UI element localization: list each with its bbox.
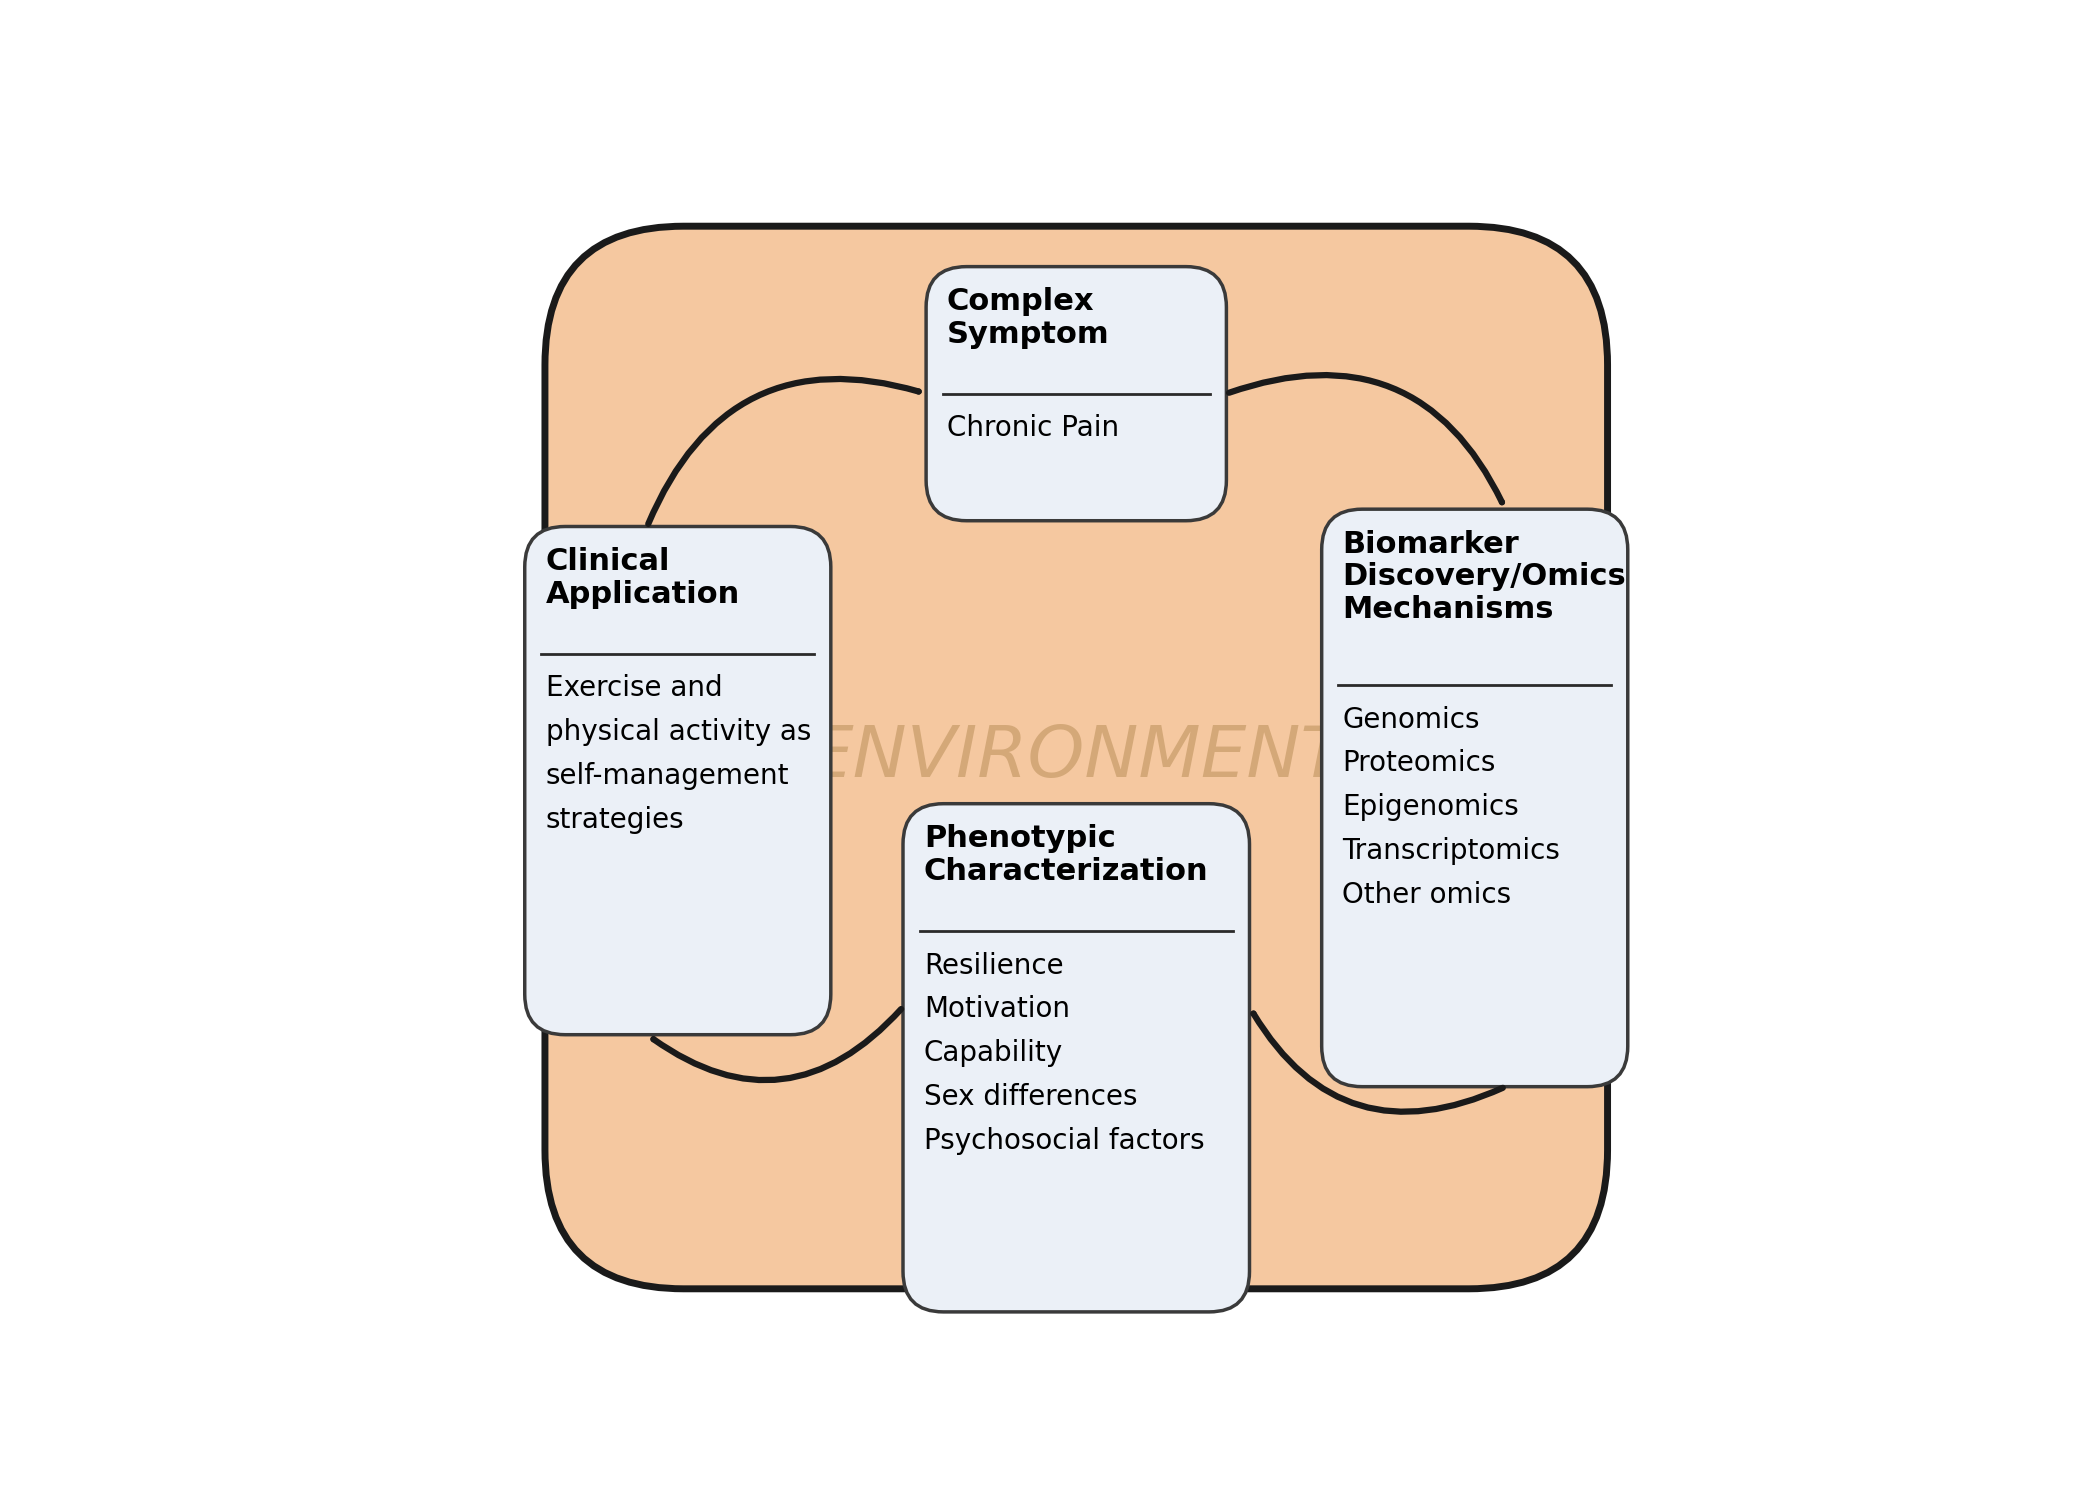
Text: strategies: strategies (546, 806, 685, 834)
Text: Proteomics: Proteomics (1342, 750, 1495, 777)
FancyBboxPatch shape (926, 267, 1226, 520)
Text: Complex
Symptom: Complex Symptom (947, 288, 1109, 350)
Text: Clinical
Application: Clinical Application (546, 548, 739, 609)
Text: Exercise and: Exercise and (546, 675, 722, 702)
Text: Epigenomics: Epigenomics (1342, 794, 1518, 822)
Text: Other omics: Other omics (1342, 880, 1512, 909)
Text: Capability: Capability (924, 1040, 1063, 1068)
Text: self-management: self-management (546, 762, 790, 790)
FancyBboxPatch shape (1321, 509, 1628, 1086)
FancyArrowPatch shape (649, 380, 918, 524)
Text: Transcriptomics: Transcriptomics (1342, 837, 1560, 866)
FancyArrowPatch shape (1254, 1014, 1504, 1112)
FancyArrowPatch shape (1228, 375, 1502, 502)
FancyBboxPatch shape (546, 226, 1609, 1288)
Text: Psychosocial factors: Psychosocial factors (924, 1126, 1205, 1155)
Text: Genomics: Genomics (1342, 705, 1480, 734)
Text: Chronic Pain: Chronic Pain (947, 414, 1119, 442)
Text: Biomarker
Discovery/Omics
Mechanisms: Biomarker Discovery/Omics Mechanisms (1342, 530, 1625, 624)
Text: physical activity as: physical activity as (546, 718, 811, 746)
FancyBboxPatch shape (525, 526, 832, 1035)
Text: Motivation: Motivation (924, 996, 1069, 1023)
Text: Resilience: Resilience (924, 951, 1063, 980)
Text: ENVIRONMENT: ENVIRONMENT (808, 723, 1344, 792)
Text: Phenotypic
Characterization: Phenotypic Characterization (924, 825, 1208, 886)
FancyArrowPatch shape (653, 1010, 901, 1080)
Text: Sex differences: Sex differences (924, 1083, 1138, 1112)
FancyBboxPatch shape (903, 804, 1250, 1312)
